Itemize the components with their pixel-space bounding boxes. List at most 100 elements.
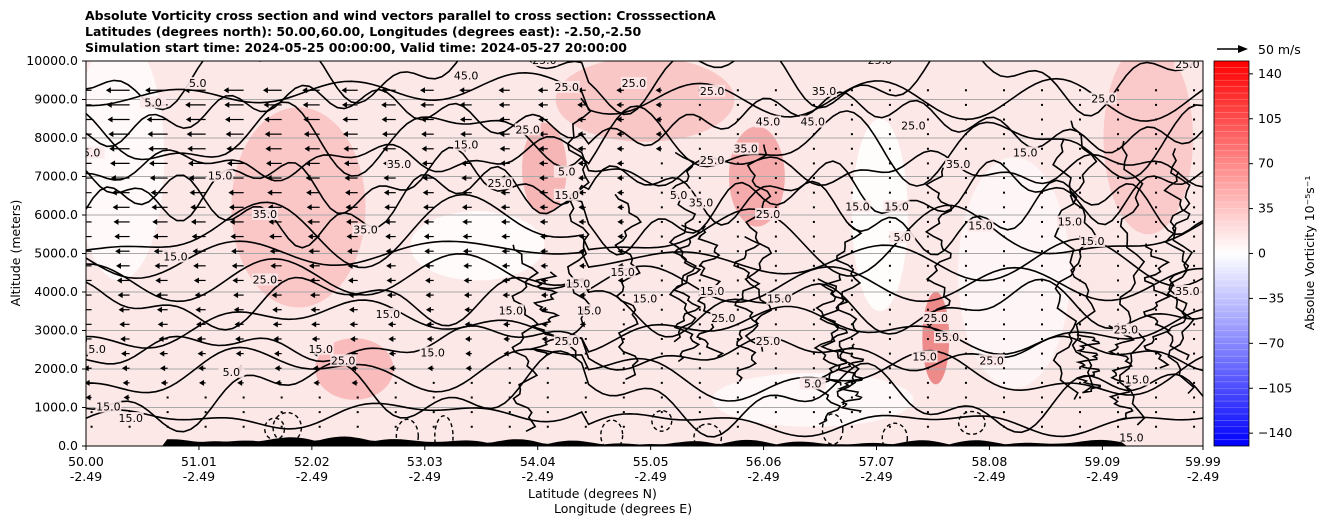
contour-label: 15.0: [968, 220, 993, 233]
wind-vector-head: [188, 175, 194, 182]
wind-vector-head: [616, 145, 622, 152]
wind-vector-dot: [1193, 220, 1196, 223]
wind-vector-head: [146, 116, 152, 123]
wind-vector-head: [113, 218, 119, 225]
wind-vector-dot: [1193, 381, 1196, 384]
wind-vector-dot: [622, 425, 625, 428]
x-tick-label-lon: -2.49: [296, 469, 328, 484]
wind-vector-dot: [1002, 235, 1005, 238]
wind-vector-dot: [166, 411, 169, 414]
wind-vector-head: [383, 189, 389, 196]
negative-contour: [693, 423, 723, 446]
contour-label: 15.0: [1125, 374, 1150, 387]
y-tick-label: 4000.0: [34, 284, 78, 299]
wind-vector-dot: [1002, 103, 1005, 106]
wind-vector-dot: [698, 103, 701, 106]
wind-vector-head: [541, 335, 547, 342]
contour-label: 15.0: [420, 347, 445, 360]
wind-vector-dot: [1079, 381, 1082, 384]
wind-vector-head: [235, 335, 241, 342]
contour-label: 5.0: [804, 377, 822, 390]
wind-vector-head: [539, 218, 545, 225]
negative-contour: [600, 419, 624, 446]
wind-vector-head: [194, 292, 200, 299]
x-tick-label-lon: -2.49: [70, 469, 102, 484]
wind-vectors: [77, 87, 1196, 428]
wind-vector-dot: [280, 396, 283, 399]
wind-vector-head: [157, 321, 163, 328]
wind-vector-dot: [1002, 133, 1005, 136]
wind-vector-dot: [1040, 411, 1043, 414]
wind-vector-head: [231, 248, 237, 255]
wind-vector-head: [225, 131, 231, 138]
wind-vector-head: [386, 262, 392, 269]
wind-vector-dot: [1079, 279, 1082, 282]
wind-vector-dot: [660, 337, 663, 340]
wind-vector-dot: [660, 279, 663, 282]
wind-vector-dot: [1117, 411, 1120, 414]
wind-vector-head: [147, 131, 153, 138]
wind-vector-dot: [774, 308, 777, 311]
contour-label-bg: [86, 342, 111, 355]
wind-vector-head: [112, 204, 118, 211]
wind-vector-dot: [660, 206, 663, 209]
wind-vector-dot: [964, 220, 967, 223]
wind-vector-head: [77, 263, 82, 269]
contour-label-bg: [86, 146, 105, 159]
wind-vector-head: [616, 101, 622, 108]
wind-vector-head: [188, 160, 194, 167]
colorbar-gradient: [1214, 61, 1249, 446]
wind-vector-head: [655, 101, 661, 108]
wind-vector-dot: [888, 133, 891, 136]
wind-vector-head: [154, 262, 160, 269]
wind-vector-head: [199, 379, 205, 386]
wind-vector-dot: [812, 206, 815, 209]
contour-label-bg: [531, 61, 558, 66]
wind-vector-dot: [660, 220, 663, 223]
wind-vector-dot: [774, 323, 777, 326]
wind-vector-head: [149, 175, 155, 182]
wind-vector-dot: [850, 425, 853, 428]
wind-vector-head: [263, 101, 269, 108]
contour-label: 15.0: [1080, 235, 1105, 248]
wind-vector-dot: [128, 425, 131, 428]
wind-vector-dot: [584, 337, 587, 340]
wind-vector-dot: [1079, 264, 1082, 267]
wind-vector-dot: [660, 396, 663, 399]
wind-vector-dot: [1193, 103, 1196, 106]
contour-label: 35.0: [689, 196, 714, 209]
contour-label-bg: [799, 377, 826, 390]
wind-vector-dot: [1040, 381, 1043, 384]
contour-label-bg: [486, 177, 513, 190]
wind-vector-head: [423, 218, 429, 225]
wind-vector-dot: [318, 396, 321, 399]
wind-vector-dot: [698, 337, 701, 340]
wind-vector-dot: [850, 352, 853, 355]
wind-vector-head: [271, 292, 277, 299]
wind-vector-dot: [1193, 162, 1196, 165]
wind-vector-dot: [584, 425, 587, 428]
wind-vector-dot: [1040, 308, 1043, 311]
wind-vector-dot: [926, 396, 929, 399]
wind-vector-dot: [1079, 191, 1082, 194]
wind-vector-dot: [736, 381, 739, 384]
wind-vector-head: [307, 218, 313, 225]
wind-vector-head: [578, 175, 584, 182]
wind-vector-dot: [850, 294, 853, 297]
y-tick-label: 9000.0: [34, 92, 78, 107]
wind-vector-head: [426, 321, 432, 328]
wind-vector-dot: [1002, 264, 1005, 267]
wind-vector-head: [266, 175, 272, 182]
wind-vector-head: [616, 175, 622, 182]
wind-vector-head: [616, 131, 622, 138]
wind-vector-dot: [964, 294, 967, 297]
wind-vector-head: [344, 175, 350, 182]
wind-vector-head: [119, 321, 125, 328]
wind-vector-head: [425, 277, 431, 284]
wind-vector-head: [189, 189, 195, 196]
contour-label-bg: [117, 412, 144, 425]
wind-vector-dot: [964, 411, 967, 414]
wind-vector-dot: [470, 411, 473, 414]
wind-vector-dot: [622, 308, 625, 311]
contour-label-bg: [218, 365, 245, 378]
